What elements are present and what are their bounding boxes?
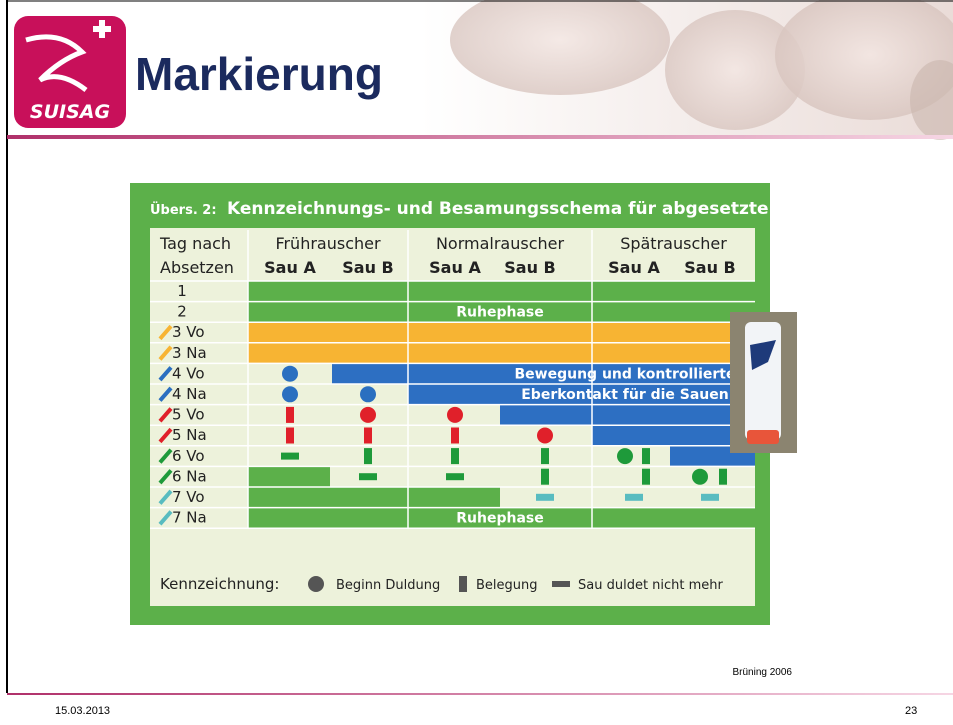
row-label: 4 Na — [172, 385, 207, 403]
page-number: 23 — [905, 705, 917, 717]
mark-bar — [642, 469, 650, 485]
logo: SUISAG — [14, 16, 126, 128]
row-label: 7 Na — [172, 509, 207, 527]
row-label: 3 Vo — [172, 323, 205, 341]
mark-dot — [692, 469, 708, 485]
figure-title: Kennzeichnungs- und Besamungsschema für … — [227, 199, 834, 219]
mark-dot — [360, 407, 376, 423]
source: Brüning 2006 — [733, 667, 793, 678]
phase-fill — [248, 487, 500, 508]
mark-dash — [359, 473, 377, 480]
phase-fill — [248, 322, 755, 343]
mark-dot — [447, 407, 463, 423]
phase-fill — [248, 343, 755, 364]
page: SUISAG Markierung Übers. 2: Kennzeichnun… — [0, 0, 953, 720]
mark-dot — [617, 448, 633, 464]
column-header: Sau A — [264, 258, 316, 277]
row-header: Absetzen — [160, 258, 234, 277]
column-header: Sau B — [684, 258, 735, 277]
mark-dot — [282, 386, 298, 402]
row-label: 3 Na — [172, 344, 207, 362]
phase-fill — [248, 281, 755, 302]
mark-bar — [642, 448, 650, 464]
phase-label: Eberkontakt für die Sauen — [521, 387, 729, 403]
legend-dot — [308, 576, 324, 592]
group-header: Frührauscher — [275, 234, 381, 253]
mark-bar — [451, 448, 459, 464]
row-label: 7 Vo — [172, 488, 205, 506]
mark-bar — [364, 428, 372, 444]
mark-bar — [364, 448, 372, 464]
column-header: Sau B — [342, 258, 393, 277]
phase-fill — [500, 405, 755, 426]
phase-label: Bewegung und kontrollierte — [515, 366, 736, 382]
mark-dot — [360, 386, 376, 402]
legend-dash — [552, 581, 570, 587]
slide: SUISAG Markierung Übers. 2: Kennzeichnun… — [0, 0, 953, 720]
group-header: Normalrauscher — [436, 234, 565, 253]
legend-bar — [459, 576, 467, 592]
mark-dot — [282, 366, 298, 382]
mark-bar — [286, 428, 294, 444]
row-header: Tag nach — [159, 234, 231, 253]
row-label: 6 Vo — [172, 447, 205, 465]
group-header: Spätrauscher — [620, 234, 727, 253]
mark-dot — [537, 428, 553, 444]
phase-label: Ruhephase — [456, 305, 543, 321]
row-label: 2 — [177, 303, 187, 321]
footer-rule — [7, 693, 953, 695]
mark-bar — [286, 407, 294, 423]
legend-item: Beginn Duldung — [336, 578, 440, 593]
legend-item: Sau duldet nicht mehr — [578, 578, 724, 593]
mark-bar — [451, 428, 459, 444]
legend-item: Belegung — [476, 578, 538, 593]
mark-dash — [281, 453, 299, 460]
row-label: 1 — [177, 282, 187, 300]
mark-bar — [541, 469, 549, 485]
header-art — [420, 0, 953, 140]
slide-title: Markierung — [135, 48, 383, 100]
column-header: Sau A — [608, 258, 660, 277]
phase-fill — [248, 466, 330, 487]
row-label-cell — [150, 281, 248, 302]
marker-cap — [747, 430, 779, 444]
row-label: 5 Vo — [172, 406, 205, 424]
footer-date: 15.03.2013 — [55, 705, 110, 717]
figure-label: Übers. 2: — [150, 202, 217, 218]
row-label: 5 Na — [172, 426, 207, 444]
mark-dash — [701, 494, 719, 501]
header-rule — [7, 135, 953, 139]
mark-dash — [536, 494, 554, 501]
column-header: Sau A — [429, 258, 481, 277]
column-header: Sau B — [504, 258, 555, 277]
legend-title: Kennzeichnung: — [160, 575, 279, 593]
mark-bar — [719, 469, 727, 485]
row-label: 4 Vo — [172, 364, 205, 382]
mark-bar — [541, 448, 549, 464]
row-label: 6 Na — [172, 467, 207, 485]
row-label-cell — [150, 302, 248, 323]
marker-body — [745, 322, 781, 440]
phase-label: Ruhephase — [456, 511, 543, 527]
logo-text: SUISAG — [30, 101, 110, 123]
mark-dash — [625, 494, 643, 501]
mark-dash — [446, 473, 464, 480]
